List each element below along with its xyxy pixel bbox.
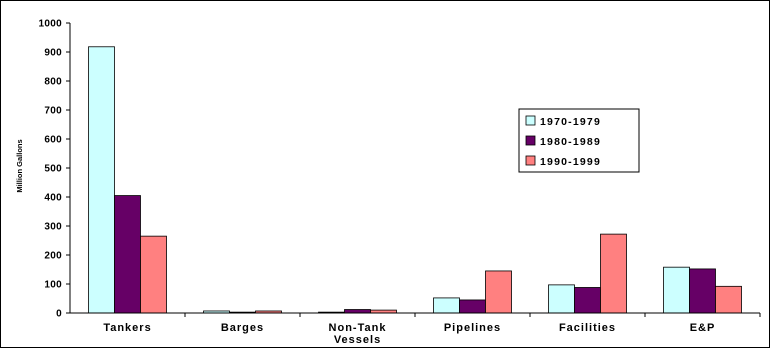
y-tick-label: 800 <box>44 77 62 88</box>
bar-1970-1979-Pipelines <box>433 297 460 314</box>
x-tick-label: Pipelines <box>444 322 501 334</box>
bar-1980-1989-Non-Tank Vessels <box>344 309 371 314</box>
y-tick-label: 1000 <box>39 19 63 30</box>
y-tick-label: 0 <box>56 309 62 320</box>
y-tick-label: 700 <box>44 106 62 117</box>
legend-swatch <box>525 135 536 146</box>
y-tick-label: 600 <box>44 135 62 146</box>
x-tick-label: Barges <box>221 322 264 334</box>
y-tick-label: 200 <box>44 251 62 262</box>
bar-1990-1999-E&P <box>715 285 742 314</box>
bar-1970-1979-Tankers <box>88 46 115 314</box>
bar-1980-1989-Facilities <box>574 287 601 314</box>
legend-label: 1980-1989 <box>540 136 601 148</box>
legend-label: 1990-1999 <box>540 156 601 168</box>
legend-swatch <box>525 115 536 126</box>
x-tick-label: E&P <box>690 322 716 334</box>
y-tick-label: 100 <box>44 280 62 291</box>
bar-1990-1999-Facilities <box>600 233 627 314</box>
y-tick-label: 500 <box>44 164 62 175</box>
bar-1980-1989-Pipelines <box>459 299 486 314</box>
bar-1990-1999-Pipelines <box>485 270 512 314</box>
bar-1980-1989-Tankers <box>114 195 141 314</box>
bar-1970-1979-E&P <box>663 266 690 314</box>
legend-swatch <box>525 155 536 166</box>
legend-label: 1970-1979 <box>540 116 601 128</box>
x-tick-label: Tankers <box>103 322 151 334</box>
bar-1970-1979-Facilities <box>548 284 575 314</box>
bars <box>88 46 742 314</box>
bar-1990-1999-Tankers <box>140 235 167 314</box>
x-tick-label: Non-Tank <box>329 322 387 334</box>
y-axis-label: Million Gallons <box>15 139 24 192</box>
bar-1980-1989-E&P <box>689 268 716 314</box>
legend-box <box>518 108 640 173</box>
y-axis-ticks: 0 100 200 300 400 500 600 700 800 900 1000 <box>39 19 70 320</box>
x-tick-label: Facilities <box>559 322 616 334</box>
y-tick-label: 300 <box>44 222 62 233</box>
y-tick-label: 400 <box>44 193 62 204</box>
y-tick-label: 900 <box>44 48 62 59</box>
legend: 1970-1979 1980-1989 1990-1999 <box>518 108 640 173</box>
x-tick-label: Vessels <box>334 334 381 346</box>
